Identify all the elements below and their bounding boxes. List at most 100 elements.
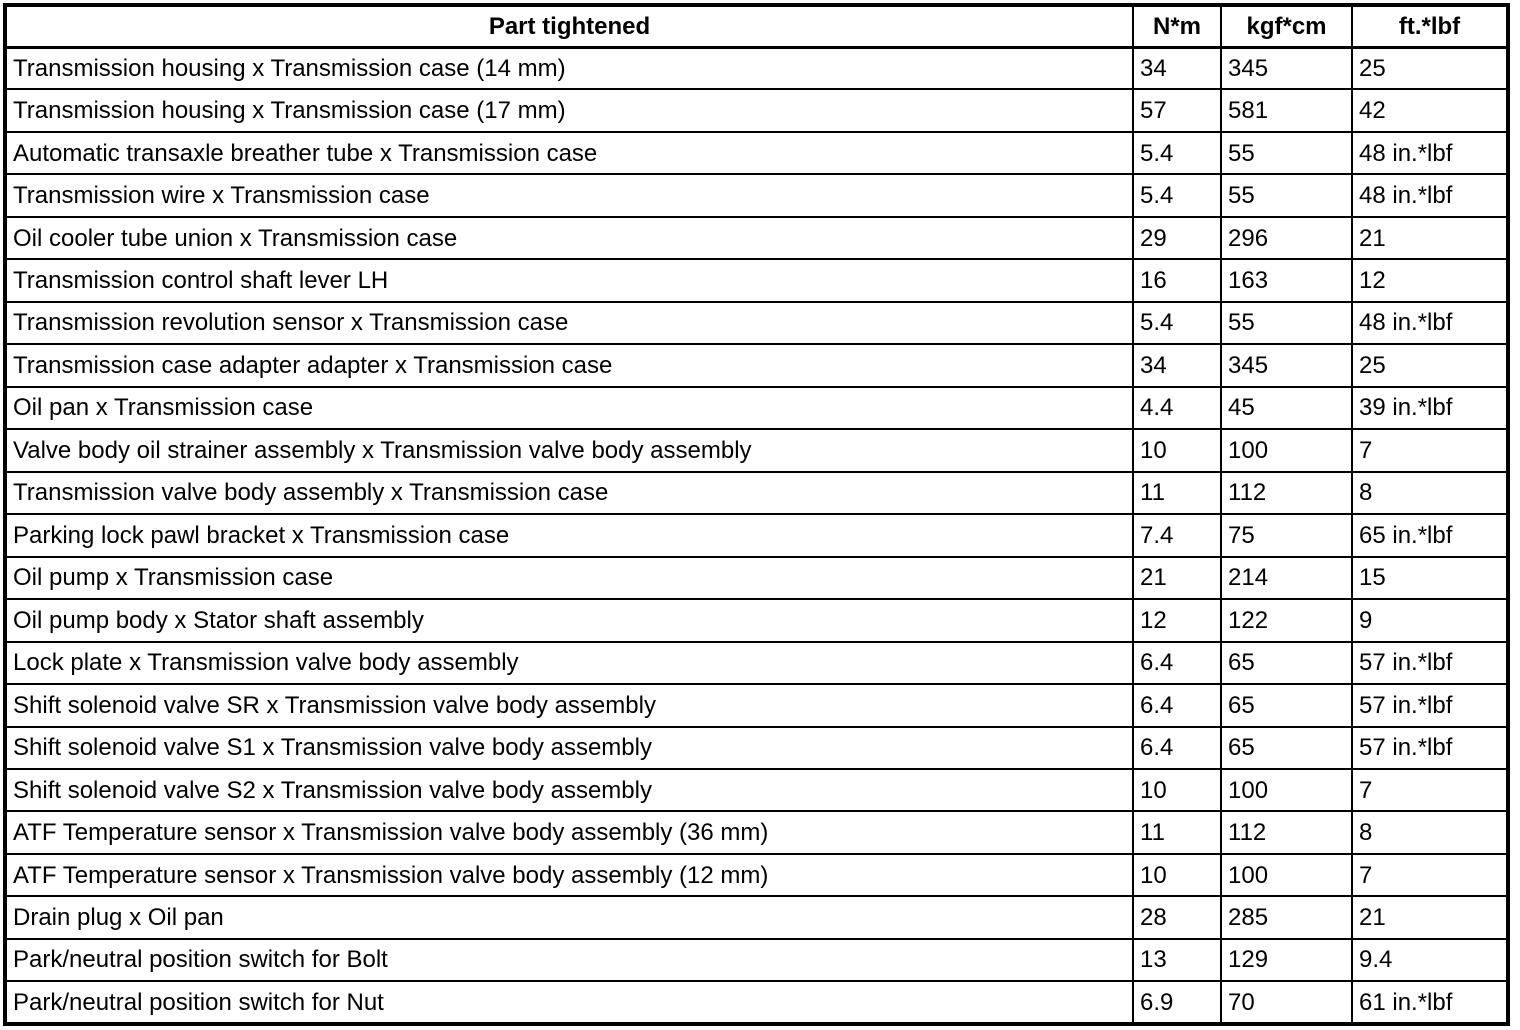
cell-ftlbf: 9 [1351, 598, 1509, 643]
table-row: Transmission valve body assembly x Trans… [4, 470, 1509, 516]
cell-part-tightened: ATF Temperature sensor x Transmission va… [4, 852, 1134, 898]
cell-kgfcm: 129 [1220, 937, 1353, 983]
cell-ftlbf: 8 [1351, 810, 1509, 855]
cell-kgfcm: 112 [1220, 470, 1353, 516]
cell-kgfcm: 100 [1220, 852, 1353, 898]
table-header-row: Part tightened N*m kgf*cm ft.*lbf [4, 4, 1509, 49]
table-row: Park/neutral position switch for Nut 6.9… [4, 980, 1509, 1025]
column-header-part-tightened: Part tightened [4, 4, 1134, 49]
cell-part-tightened: Transmission valve body assembly x Trans… [4, 470, 1134, 516]
cell-part-tightened: Transmission housing x Transmission case… [4, 45, 1134, 91]
cell-ftlbf: 7 [1351, 767, 1509, 813]
cell-nm: 6.9 [1132, 980, 1222, 1025]
table-row: Shift solenoid valve S1 x Transmission v… [4, 725, 1509, 770]
cell-ftlbf: 15 [1351, 555, 1509, 601]
cell-kgfcm: 345 [1220, 343, 1353, 388]
cell-nm: 5.4 [1132, 300, 1222, 346]
cell-part-tightened: ATF Temperature sensor x Transmission va… [4, 810, 1134, 855]
cell-nm: 16 [1132, 258, 1222, 303]
cell-ftlbf: 25 [1351, 45, 1509, 91]
cell-ftlbf: 48 in.*lbf [1351, 173, 1509, 218]
cell-nm: 10 [1132, 767, 1222, 813]
cell-kgfcm: 345 [1220, 45, 1353, 91]
table-row: Oil pump x Transmission case 21 214 15 [4, 555, 1509, 601]
table-body: Transmission housing x Transmission case… [4, 45, 1509, 1025]
table-row: Lock plate x Transmission valve body ass… [4, 640, 1509, 686]
table-row: Transmission case adapter adapter x Tran… [4, 343, 1509, 388]
cell-nm: 5.4 [1132, 173, 1222, 218]
table-row: ATF Temperature sensor x Transmission va… [4, 852, 1509, 898]
table-row: Oil pump body x Stator shaft assembly 12… [4, 598, 1509, 643]
cell-kgfcm: 65 [1220, 640, 1353, 686]
cell-kgfcm: 75 [1220, 513, 1353, 558]
cell-ftlbf: 8 [1351, 470, 1509, 516]
cell-nm: 11 [1132, 810, 1222, 855]
cell-part-tightened: Drain plug x Oil pan [4, 895, 1134, 940]
cell-nm: 10 [1132, 428, 1222, 473]
cell-ftlbf: 65 in.*lbf [1351, 513, 1509, 558]
cell-nm: 28 [1132, 895, 1222, 940]
table-row: Shift solenoid valve SR x Transmission v… [4, 683, 1509, 728]
table-row: Parking lock pawl bracket x Transmission… [4, 513, 1509, 558]
cell-kgfcm: 65 [1220, 725, 1353, 770]
cell-nm: 5.4 [1132, 130, 1222, 176]
cell-nm: 6.4 [1132, 683, 1222, 728]
cell-kgfcm: 112 [1220, 810, 1353, 855]
cell-part-tightened: Park/neutral position switch for Bolt [4, 937, 1134, 983]
table-row: Transmission housing x Transmission case… [4, 45, 1509, 91]
cell-part-tightened: Transmission housing x Transmission case… [4, 88, 1134, 133]
cell-part-tightened: Transmission control shaft lever LH [4, 258, 1134, 303]
cell-nm: 6.4 [1132, 640, 1222, 686]
cell-ftlbf: 48 in.*lbf [1351, 300, 1509, 346]
cell-nm: 21 [1132, 555, 1222, 601]
cell-part-tightened: Oil cooler tube union x Transmission cas… [4, 215, 1134, 261]
cell-kgfcm: 581 [1220, 88, 1353, 133]
cell-kgfcm: 100 [1220, 428, 1353, 473]
column-header-nm: N*m [1132, 4, 1222, 49]
cell-ftlbf: 61 in.*lbf [1351, 980, 1509, 1025]
cell-ftlbf: 7 [1351, 428, 1509, 473]
table-row: Automatic transaxle breather tube x Tran… [4, 130, 1509, 176]
cell-part-tightened: Shift solenoid valve SR x Transmission v… [4, 683, 1134, 728]
cell-kgfcm: 55 [1220, 173, 1353, 218]
table-row: ATF Temperature sensor x Transmission va… [4, 810, 1509, 855]
table-row: Transmission housing x Transmission case… [4, 88, 1509, 133]
cell-kgfcm: 100 [1220, 767, 1353, 813]
cell-ftlbf: 12 [1351, 258, 1509, 303]
table-row: Transmission revolution sensor x Transmi… [4, 300, 1509, 346]
cell-kgfcm: 45 [1220, 385, 1353, 431]
cell-nm: 13 [1132, 937, 1222, 983]
cell-ftlbf: 7 [1351, 852, 1509, 898]
table-row: Park/neutral position switch for Bolt 13… [4, 937, 1509, 983]
cell-part-tightened: Shift solenoid valve S2 x Transmission v… [4, 767, 1134, 813]
cell-part-tightened: Oil pump x Transmission case [4, 555, 1134, 601]
cell-ftlbf: 42 [1351, 88, 1509, 133]
table-row: Oil pan x Transmission case 4.4 45 39 in… [4, 385, 1509, 431]
table-row: Transmission control shaft lever LH 16 1… [4, 258, 1509, 303]
cell-part-tightened: Oil pan x Transmission case [4, 385, 1134, 431]
table-row: Shift solenoid valve S2 x Transmission v… [4, 767, 1509, 813]
cell-nm: 34 [1132, 343, 1222, 388]
cell-nm: 7.4 [1132, 513, 1222, 558]
cell-kgfcm: 214 [1220, 555, 1353, 601]
cell-part-tightened: Automatic transaxle breather tube x Tran… [4, 130, 1134, 176]
cell-kgfcm: 70 [1220, 980, 1353, 1025]
cell-nm: 10 [1132, 852, 1222, 898]
table-row: Drain plug x Oil pan 28 285 21 [4, 895, 1509, 940]
cell-nm: 12 [1132, 598, 1222, 643]
table-row: Oil cooler tube union x Transmission cas… [4, 215, 1509, 261]
cell-kgfcm: 65 [1220, 683, 1353, 728]
table-row: Transmission wire x Transmission case 5.… [4, 173, 1509, 218]
cell-nm: 29 [1132, 215, 1222, 261]
cell-nm: 57 [1132, 88, 1222, 133]
cell-part-tightened: Transmission revolution sensor x Transmi… [4, 300, 1134, 346]
cell-kgfcm: 163 [1220, 258, 1353, 303]
cell-kgfcm: 122 [1220, 598, 1353, 643]
cell-part-tightened: Lock plate x Transmission valve body ass… [4, 640, 1134, 686]
cell-ftlbf: 25 [1351, 343, 1509, 388]
cell-kgfcm: 55 [1220, 300, 1353, 346]
cell-part-tightened: Transmission wire x Transmission case [4, 173, 1134, 218]
cell-ftlbf: 9.4 [1351, 937, 1509, 983]
cell-nm: 34 [1132, 45, 1222, 91]
